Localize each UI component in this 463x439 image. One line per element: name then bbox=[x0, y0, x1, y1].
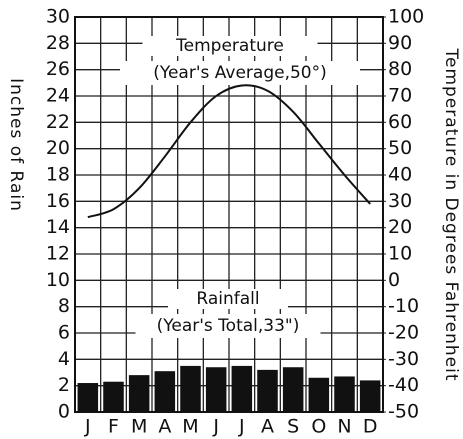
bar bbox=[231, 365, 253, 412]
y2-tick-label: 40 bbox=[388, 164, 412, 186]
y2-tick-label: 60 bbox=[388, 111, 412, 133]
y2-tick-label: -40 bbox=[388, 374, 419, 396]
y-axis-label: Inches of Rain bbox=[6, 78, 26, 212]
bar bbox=[154, 371, 176, 412]
y-tick-label: 4 bbox=[58, 348, 70, 370]
annotation-title: Rainfall bbox=[196, 289, 259, 309]
x-tick-label: J bbox=[84, 416, 91, 438]
y-tick-label: 26 bbox=[46, 58, 70, 80]
y2-tick-label: 50 bbox=[388, 137, 412, 159]
y-tick-label: 30 bbox=[46, 6, 70, 28]
plot-frame bbox=[74, 16, 384, 413]
x-tick-label: D bbox=[363, 416, 378, 438]
bar bbox=[205, 367, 227, 412]
y2-tick-label: -50 bbox=[388, 401, 419, 423]
bar bbox=[308, 377, 330, 412]
bar bbox=[359, 380, 381, 412]
y-tick-label: 16 bbox=[46, 190, 70, 212]
y2-tick-label: -30 bbox=[388, 348, 419, 370]
x-tick-label: O bbox=[311, 416, 326, 438]
y-tick-label: 22 bbox=[46, 111, 70, 133]
y2-tick-label: -10 bbox=[388, 295, 419, 317]
bar bbox=[103, 381, 124, 412]
y2-axis-label: Temperature in Degrees Fahrenheit bbox=[441, 47, 461, 381]
y2-tick-label: 0 bbox=[388, 269, 400, 291]
bar bbox=[282, 367, 304, 412]
y-tick-label: 20 bbox=[46, 137, 70, 159]
y2-tick-label: -20 bbox=[388, 322, 419, 344]
annotation: (Year's Average,50°) bbox=[153, 63, 327, 83]
y-tick-label: 18 bbox=[46, 164, 70, 186]
y2-tick-label: 20 bbox=[388, 216, 412, 238]
bar bbox=[128, 375, 150, 412]
x-tick-label: A bbox=[261, 416, 274, 438]
annotation-box bbox=[135, 314, 321, 338]
x-tick-label: M bbox=[131, 416, 147, 438]
y-tick-label: 6 bbox=[58, 322, 70, 344]
x-tick-label: J bbox=[212, 416, 219, 438]
y2-tick-label: 100 bbox=[388, 6, 424, 28]
x-tick-label: J bbox=[238, 416, 245, 438]
bar bbox=[180, 365, 201, 412]
x-tick-label: M bbox=[182, 416, 198, 438]
y-tick-label: 8 bbox=[58, 295, 70, 317]
annotation: (Year's Total,33") bbox=[157, 316, 300, 336]
y2-tick-label: 90 bbox=[388, 32, 412, 54]
annotation-box bbox=[120, 61, 360, 85]
x-tick-label: S bbox=[287, 416, 299, 438]
y2-tick-label: 80 bbox=[388, 58, 412, 80]
x-tick-label: N bbox=[337, 416, 351, 438]
bar bbox=[257, 369, 278, 412]
y-tick-label: 10 bbox=[46, 269, 70, 291]
x-tick-label: A bbox=[158, 416, 171, 438]
y-tick-label: 24 bbox=[46, 85, 70, 107]
x-tick-label: F bbox=[108, 416, 119, 438]
bar bbox=[334, 376, 355, 412]
annotation-title: Temperature bbox=[175, 36, 284, 56]
y2-tick-label: 10 bbox=[388, 243, 412, 265]
y-tick-label: 0 bbox=[58, 401, 70, 423]
temperature-line bbox=[87, 84, 371, 219]
y2-tick-label: 30 bbox=[388, 190, 412, 212]
y-tick-label: 12 bbox=[46, 243, 70, 265]
y-tick-label: 2 bbox=[58, 374, 70, 396]
bar bbox=[77, 383, 99, 412]
annotation-box bbox=[168, 289, 288, 309]
annotation-box bbox=[142, 36, 318, 56]
y2-tick-label: 70 bbox=[388, 85, 412, 107]
y-tick-label: 28 bbox=[46, 32, 70, 54]
y-tick-label: 14 bbox=[46, 216, 70, 238]
